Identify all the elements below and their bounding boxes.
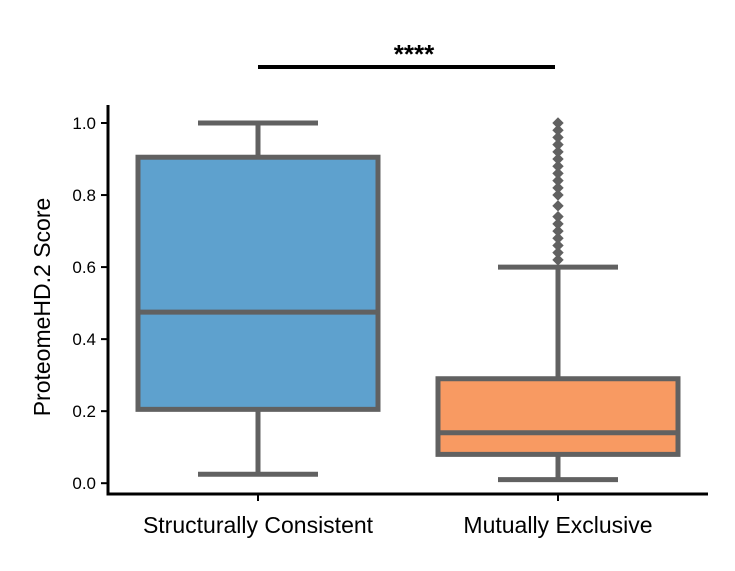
outlier-point (552, 254, 564, 266)
y-tick-label: 1.0 (72, 114, 96, 133)
y-tick-label: 0.8 (72, 186, 96, 205)
outlier-point (552, 189, 564, 201)
outlier-point (552, 210, 564, 223)
y-tick-label: 0.0 (72, 474, 96, 493)
outlier-point (552, 246, 564, 259)
outlier-point (552, 117, 564, 129)
outlier-point (552, 218, 564, 230)
outlier-point (552, 153, 564, 165)
x-category-label: Structurally Consistent (143, 512, 374, 538)
boxes-layer (135, 117, 681, 483)
outlier-point (552, 131, 564, 144)
outlier-point (552, 232, 564, 244)
y-axis-title: ProteomeHD.2 Score (29, 198, 55, 417)
y-tick-label: 0.6 (72, 258, 96, 277)
y-tick-label: 0.4 (72, 330, 96, 349)
outlier-point (552, 239, 564, 252)
x-ticks: Structurally Consistent Mutually Exclusiv… (143, 494, 653, 538)
significance-label: **** (394, 39, 435, 69)
outlier-point (552, 124, 564, 136)
y-tick-label: 0.2 (72, 402, 96, 421)
outlier-point (552, 225, 564, 237)
box-iqr (435, 376, 681, 457)
y-ticks: 0.0 0.2 0.4 0.6 0.8 1.0 (72, 114, 108, 493)
outlier-point (552, 138, 564, 151)
significance-annotation: **** (258, 39, 555, 69)
box-iqr (135, 154, 381, 412)
box-group (135, 120, 381, 477)
outlier-point (552, 200, 564, 212)
outlier-point (552, 160, 564, 172)
x-category-label: Mutually Exclusive (463, 512, 652, 538)
outlier-point (552, 146, 564, 158)
axes-layer (106, 105, 708, 496)
outlier-point (552, 174, 564, 187)
outlier-point (552, 167, 564, 180)
box-group (435, 117, 681, 483)
outlier-point (552, 182, 564, 194)
